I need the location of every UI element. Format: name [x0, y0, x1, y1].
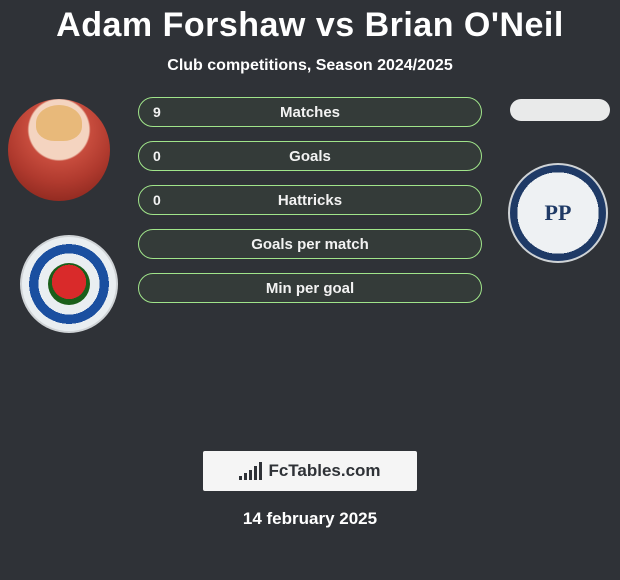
branding-text: FcTables.com [268, 461, 380, 481]
stat-row-matches: 9 Matches [138, 97, 482, 127]
stat-label: Hattricks [278, 192, 342, 209]
player2-photo [510, 99, 610, 121]
stat-p1-value: 0 [153, 148, 161, 164]
stat-p1-value: 0 [153, 192, 161, 208]
stat-label: Matches [280, 104, 340, 121]
bar-chart-icon [239, 462, 262, 480]
comparison-panel: PP 9 Matches 0 Goals 0 Hattricks Goals p… [0, 103, 620, 433]
club-rose-icon [48, 263, 90, 305]
stat-row-goals-per-match: Goals per match [138, 229, 482, 259]
stat-row-hattricks: 0 Hattricks [138, 185, 482, 215]
branding-badge: FcTables.com [203, 451, 417, 491]
stat-p1-value: 9 [153, 104, 161, 120]
stat-rows: 9 Matches 0 Goals 0 Hattricks Goals per … [138, 97, 482, 303]
player1-club-badge [20, 235, 118, 333]
date-label: 14 february 2025 [0, 509, 620, 529]
stat-label: Min per goal [266, 280, 354, 297]
subtitle: Club competitions, Season 2024/2025 [0, 57, 620, 75]
page-title: Adam Forshaw vs Brian O'Neil [0, 0, 620, 45]
player1-photo [8, 99, 110, 201]
club-initials: PP [545, 200, 572, 226]
player2-club-badge: PP [508, 163, 608, 263]
stat-label: Goals [289, 148, 331, 165]
stat-label: Goals per match [251, 236, 369, 253]
stat-row-min-per-goal: Min per goal [138, 273, 482, 303]
stat-row-goals: 0 Goals [138, 141, 482, 171]
